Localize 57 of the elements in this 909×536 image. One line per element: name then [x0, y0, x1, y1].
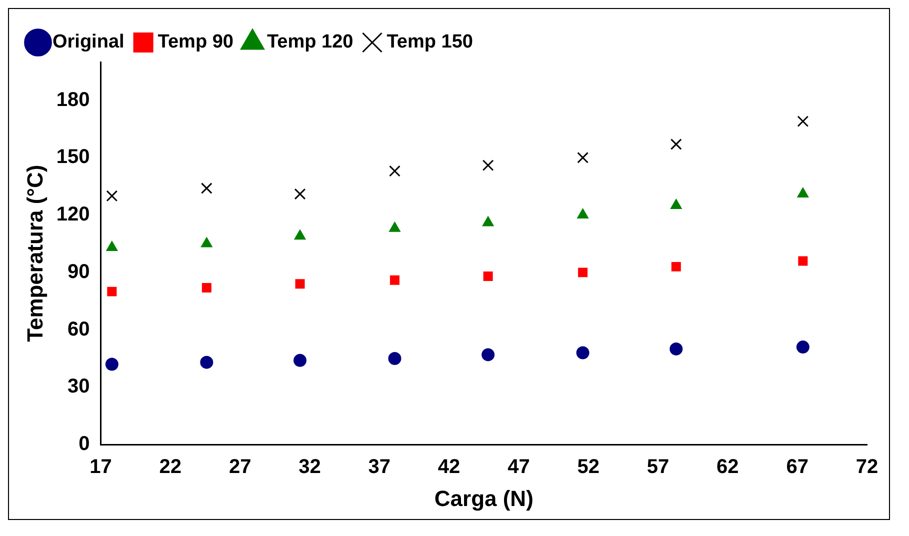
point	[797, 187, 809, 198]
point	[797, 116, 809, 128]
x-tick-label: 72	[856, 456, 878, 478]
point	[294, 188, 306, 200]
point	[670, 198, 682, 209]
legend-label: Temp 90	[158, 32, 234, 53]
x-tick-label: 52	[577, 456, 600, 478]
x-tick-label: 22	[159, 456, 182, 478]
point	[671, 262, 681, 272]
legend-label: Temp 150	[386, 32, 473, 53]
point	[200, 182, 212, 194]
point	[577, 208, 588, 219]
legend-label: Temp 120	[266, 32, 354, 53]
point	[202, 282, 212, 292]
y-tick-label: 60	[68, 318, 90, 340]
point	[577, 152, 588, 164]
point	[389, 165, 400, 177]
x-tick-label: 27	[228, 456, 252, 478]
x-tick-label: 62	[716, 456, 739, 478]
point	[106, 190, 118, 202]
x-tick-label: 42	[438, 456, 460, 478]
point	[482, 216, 494, 226]
x-tick-label: 57	[646, 456, 670, 478]
point	[482, 160, 494, 171]
point	[107, 286, 117, 296]
x-tick-label: 32	[298, 456, 321, 478]
point	[670, 342, 683, 356]
point	[482, 348, 495, 362]
x-tick-label: 47	[508, 456, 530, 478]
legend-label: Original	[52, 32, 124, 53]
point	[390, 275, 400, 285]
y-tick-label: 0	[78, 433, 90, 456]
point	[294, 230, 306, 240]
y-tick-label: 30	[68, 376, 90, 398]
point	[578, 268, 588, 278]
x-tick-label: 17	[90, 456, 112, 478]
point	[670, 138, 682, 150]
point	[796, 340, 810, 354]
point	[293, 354, 306, 367]
point	[483, 272, 493, 281]
point	[389, 222, 400, 232]
point	[295, 279, 305, 289]
x-axis-title: Carga (N)	[434, 486, 534, 511]
x-tick-label: 37	[368, 456, 391, 478]
y-tick-label: 120	[56, 204, 90, 226]
x-tick-label: 67	[786, 456, 808, 478]
y-axis-title: Temperatura (°C)	[22, 164, 48, 342]
point	[200, 237, 212, 248]
point	[576, 346, 590, 360]
y-tick-label: 180	[56, 88, 90, 111]
point	[200, 356, 214, 369]
y-tick-label: 90	[68, 260, 90, 283]
point	[798, 256, 808, 266]
y-tick-label: 150	[56, 146, 90, 168]
point	[388, 352, 402, 366]
point	[105, 358, 118, 371]
point	[106, 241, 118, 252]
